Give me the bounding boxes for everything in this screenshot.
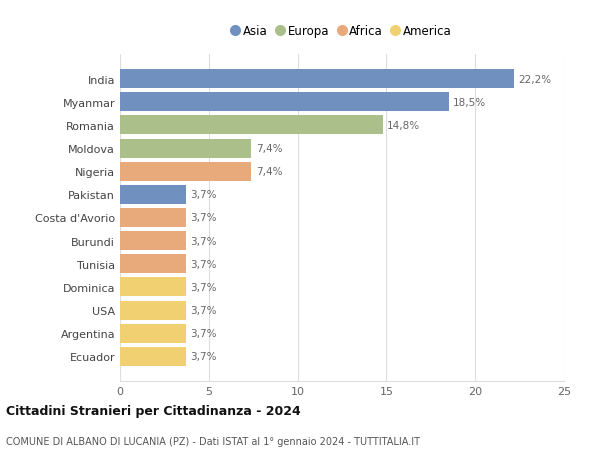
Bar [120, 93, 449, 112]
Bar [120, 162, 251, 181]
Bar [120, 208, 186, 228]
Bar [120, 185, 186, 204]
Bar [120, 255, 186, 274]
Text: 3,7%: 3,7% [190, 306, 217, 315]
Bar [120, 324, 186, 343]
Bar [120, 70, 514, 89]
Text: 7,4%: 7,4% [256, 144, 283, 154]
Text: 18,5%: 18,5% [453, 97, 486, 107]
Bar [120, 232, 186, 251]
Text: 3,7%: 3,7% [190, 259, 217, 269]
Text: 3,7%: 3,7% [190, 213, 217, 223]
Text: 3,7%: 3,7% [190, 352, 217, 362]
Text: 3,7%: 3,7% [190, 329, 217, 339]
Text: 3,7%: 3,7% [190, 282, 217, 292]
Text: 3,7%: 3,7% [190, 190, 217, 200]
Text: 7,4%: 7,4% [256, 167, 283, 177]
Bar [120, 116, 383, 135]
Text: Cittadini Stranieri per Cittadinanza - 2024: Cittadini Stranieri per Cittadinanza - 2… [6, 404, 301, 417]
Text: 3,7%: 3,7% [190, 236, 217, 246]
Bar [120, 139, 251, 158]
Bar [120, 347, 186, 366]
Bar [120, 301, 186, 320]
Bar [120, 278, 186, 297]
Legend: Asia, Europa, Africa, America: Asia, Europa, Africa, America [229, 22, 455, 42]
Text: 22,2%: 22,2% [519, 74, 552, 84]
Text: COMUNE DI ALBANO DI LUCANIA (PZ) - Dati ISTAT al 1° gennaio 2024 - TUTTITALIA.IT: COMUNE DI ALBANO DI LUCANIA (PZ) - Dati … [6, 436, 420, 446]
Text: 14,8%: 14,8% [387, 121, 421, 130]
